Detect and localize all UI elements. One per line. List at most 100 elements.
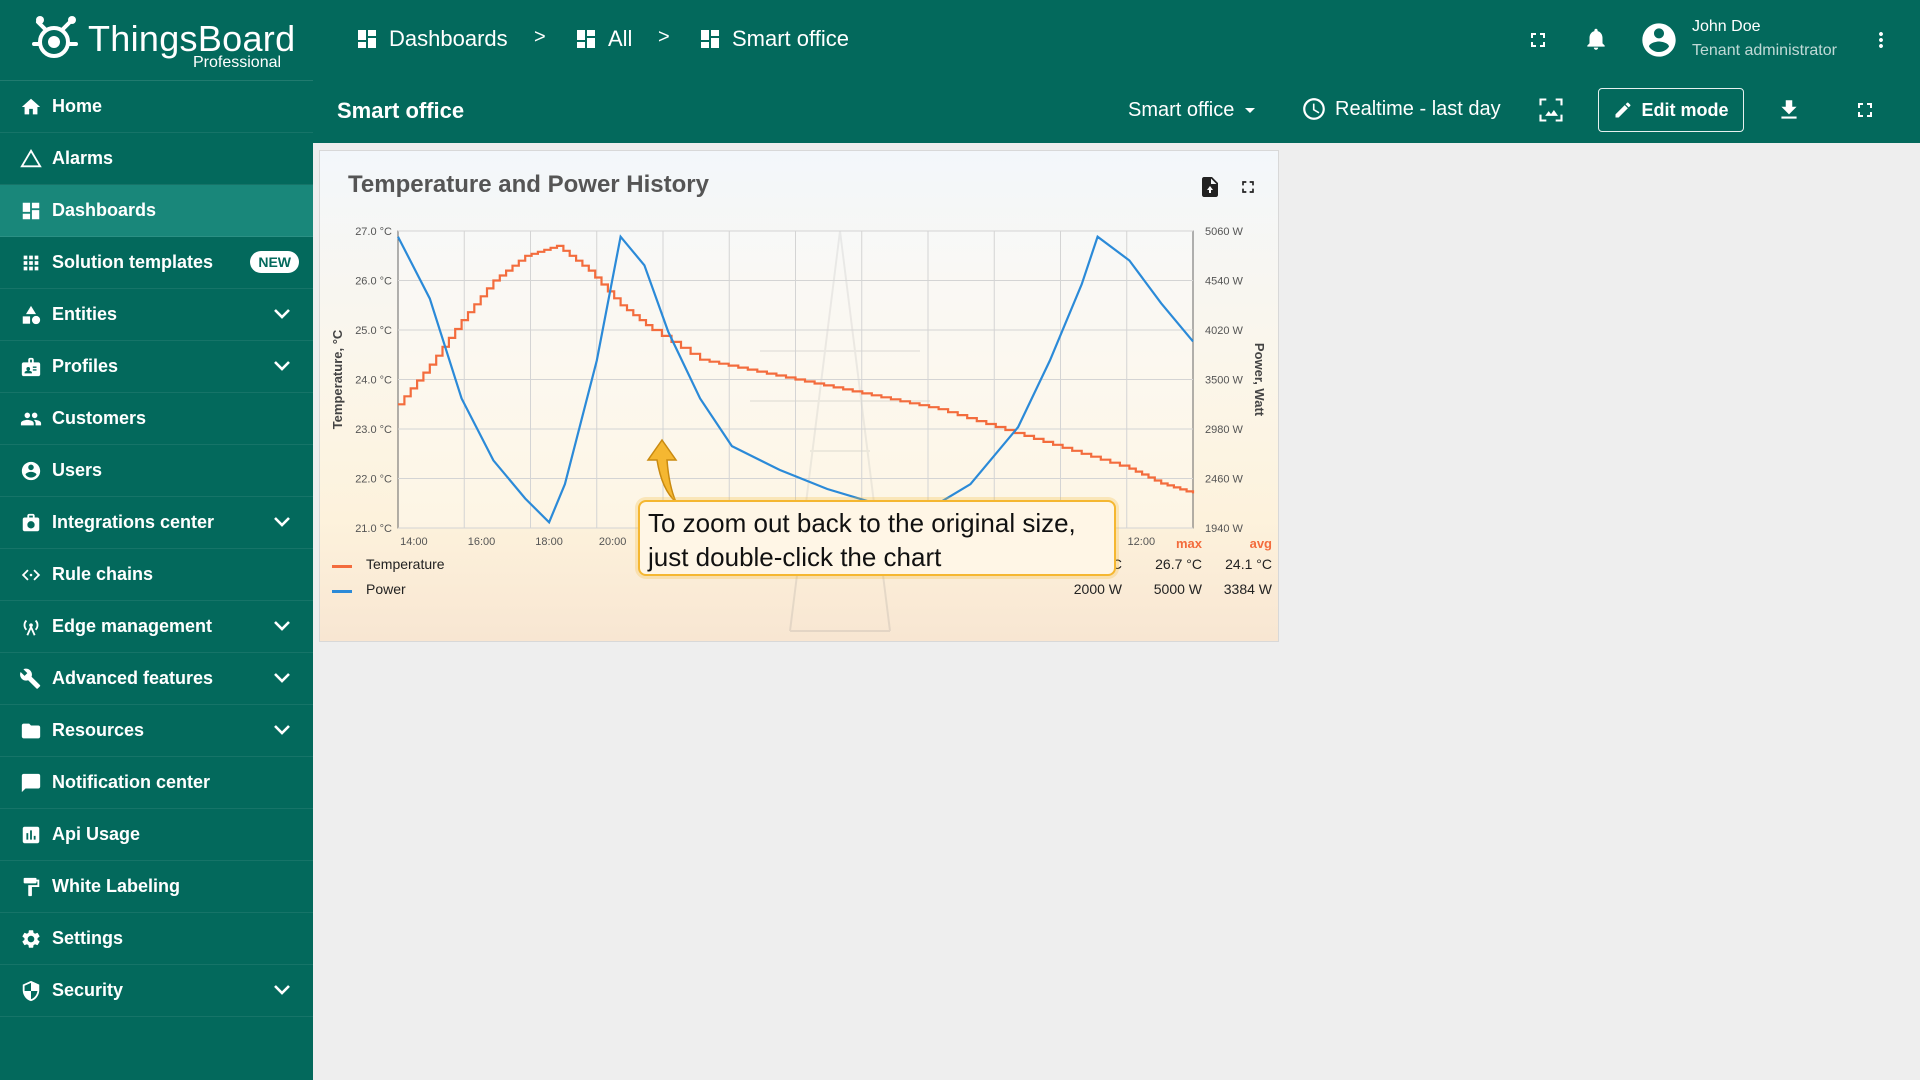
sidebar-item-advanced-features[interactable]: Advanced features — [0, 653, 313, 705]
sidebar-menu: Home Alarms Dashboards Solution templates NE… — [0, 81, 313, 1017]
x-tick-label: 14:00 — [400, 536, 428, 548]
sidebar-item-entities[interactable]: Entities — [0, 289, 313, 341]
wifi-tower-icon — [23, 619, 39, 636]
sidebar-item-label: Rule chains — [52, 564, 154, 584]
user-role: Tenant administrator — [1692, 42, 1837, 59]
pencil-icon — [1615, 102, 1631, 118]
integration-icon — [22, 513, 40, 532]
y-left-tick-label: 27.0 °C — [355, 226, 392, 238]
breadcrumb-label: Dashboards — [389, 26, 508, 51]
breadcrumb-separator: > — [534, 26, 546, 48]
dashboard-state-select[interactable]: Smart office — [1128, 98, 1262, 122]
account-circle-icon — [21, 461, 41, 481]
sidebar: ThingsBoard Professional Home Alarms Dashb… — [0, 0, 313, 1080]
y-right-axis-title: Power, Watt — [1252, 343, 1267, 417]
chevron-down-icon[interactable] — [273, 307, 291, 321]
x-tick-label: 20:00 — [599, 536, 627, 548]
widget-fullscreen-icon[interactable] — [1238, 177, 1258, 197]
legend-row[interactable]: Power 2000 W 5000 W 3384 W — [332, 581, 1272, 601]
chevron-down-icon[interactable] — [273, 983, 291, 997]
sidebar-item-customers[interactable]: Customers — [0, 393, 313, 445]
new-badge: NEW — [250, 251, 299, 273]
y-right-tick-label: 1940 W — [1205, 523, 1244, 535]
sidebar-item-white-labeling[interactable]: White Labeling — [0, 861, 313, 913]
breadcrumb-label: All — [608, 26, 633, 51]
logo-subtitle: Professional — [193, 54, 282, 71]
logo-name: ThingsBoard — [88, 18, 296, 59]
tooltip-line-1: To zoom out back to the original size, — [648, 508, 1076, 538]
more-vert-icon[interactable] — [1869, 28, 1893, 52]
sidebar-item-label: Api Usage — [52, 824, 141, 844]
y-right-tick-label: 3500 W — [1205, 375, 1244, 387]
sidebar-item-label: Advanced features — [52, 668, 214, 688]
sidebar-item-api-usage[interactable]: Api Usage — [0, 809, 313, 861]
badge-icon — [21, 357, 41, 377]
sidebar-item-label: Security — [52, 980, 124, 1000]
breadcrumb-item-dashboards[interactable]: Dashboards — [355, 26, 508, 52]
breadcrumb-label: Smart office — [732, 26, 849, 51]
sidebar-item-label: Home — [52, 96, 103, 116]
y-right-tick-label: 2980 W — [1205, 424, 1244, 436]
sidebar-item-users[interactable]: Users — [0, 445, 313, 497]
tools-icon — [20, 668, 41, 689]
user-name[interactable]: John Doe — [1692, 18, 1761, 35]
download-icon[interactable] — [1776, 97, 1802, 123]
fullscreen-icon[interactable] — [1526, 28, 1550, 52]
sidebar-item-home[interactable]: Home — [0, 81, 313, 133]
export-csv-icon[interactable] — [1198, 175, 1222, 199]
sidebar-item-label: White Labeling — [52, 876, 180, 896]
callout-arrow-icon — [646, 438, 678, 503]
legend-max-value: 5000 W — [1153, 581, 1202, 597]
clock-icon — [1303, 98, 1325, 120]
sidebar-item-edge-management[interactable]: Edge management — [0, 601, 313, 653]
sidebar-item-integrations-center[interactable]: Integrations center — [0, 497, 313, 549]
y-left-tick-label: 23.0 °C — [355, 424, 392, 436]
apps-grid-icon — [23, 255, 39, 271]
legend-min-value: 2000 W — [1073, 581, 1122, 597]
chevron-down-icon[interactable] — [273, 359, 291, 373]
gear-icon — [22, 930, 40, 948]
legend-max-value: 26.7 °C — [1155, 556, 1202, 572]
export-image-icon[interactable] — [1537, 96, 1565, 124]
sidebar-item-solution-templates[interactable]: Solution templates NEW — [0, 237, 313, 289]
sidebar-item-resources[interactable]: Resources — [0, 705, 313, 757]
fullscreen-icon[interactable] — [1853, 98, 1877, 122]
sidebar-item-label: Entities — [52, 304, 118, 324]
edit-mode-label: Edit mode — [1641, 99, 1729, 120]
timewindow-button[interactable]: Realtime - last day — [1301, 96, 1501, 122]
y-left-tick-label: 26.0 °C — [355, 276, 392, 288]
sidebar-item-security[interactable]: Security — [0, 965, 313, 1017]
sidebar-item-profiles[interactable]: Profiles — [0, 341, 313, 393]
y-left-tick-label: 24.0 °C — [355, 375, 392, 387]
home-icon — [21, 98, 41, 115]
edit-mode-button[interactable]: Edit mode — [1598, 88, 1744, 132]
breadcrumb-item-all[interactable]: All — [574, 26, 632, 52]
dropdown-arrow-icon — [1245, 108, 1256, 113]
chevron-down-icon[interactable] — [273, 671, 291, 685]
sidebar-item-dashboards[interactable]: Dashboards — [0, 185, 313, 237]
chevron-down-icon[interactable] — [273, 723, 291, 737]
y-left-tick-label: 25.0 °C — [355, 325, 392, 337]
logo[interactable]: ThingsBoard Professional — [0, 0, 313, 81]
legend-header-avg: avg — [1249, 536, 1272, 551]
sidebar-item-rule-chains[interactable]: Rule chains — [0, 549, 313, 601]
chevron-down-icon[interactable] — [273, 619, 291, 633]
avatar[interactable] — [1639, 20, 1679, 60]
notifications-bell-icon[interactable] — [1583, 26, 1609, 52]
legend-avg-value: 3384 W — [1223, 581, 1272, 597]
series-line-temperature — [398, 244, 1195, 494]
state-select-value: Smart office — [1128, 98, 1235, 121]
chevron-down-icon[interactable] — [273, 515, 291, 529]
alarm-triangle-icon — [20, 148, 42, 168]
sidebar-item-alarms[interactable]: Alarms — [0, 133, 313, 185]
widget-title: Temperature and Power History — [348, 171, 709, 198]
breadcrumb-item-smart-office: Smart office — [698, 26, 849, 52]
shapes-icon — [22, 305, 41, 325]
legend-series-name: Temperature — [366, 556, 445, 572]
thingsboard-logo-icon — [32, 16, 78, 58]
sidebar-item-settings[interactable]: Settings — [0, 913, 313, 965]
bar-chart-icon — [22, 826, 40, 844]
hint-tooltip: To zoom out back to the original size, j… — [638, 500, 1116, 576]
sidebar-item-notification-center[interactable]: Notification center — [0, 757, 313, 809]
chart-plot[interactable]: 27.0 °C 5060 W 26.0 °C 4540 W 25.0 °C 4020 W 2… — [320, 151, 1280, 551]
